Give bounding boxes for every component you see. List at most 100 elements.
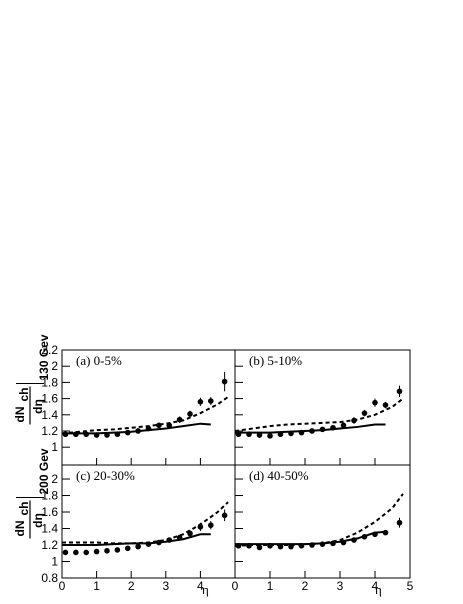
y-label-subscript: ch [17, 387, 31, 401]
data-point [330, 540, 336, 547]
x-axis-label: η [202, 582, 209, 597]
data-point [221, 512, 228, 519]
data-point [277, 543, 284, 550]
y-label-subscript: ch [17, 501, 31, 515]
plot-frame [234, 464, 411, 579]
data-point [62, 431, 69, 438]
x-tick-label: 0 [232, 579, 239, 593]
y-tick-label: 1.4 [41, 522, 58, 536]
dashed-line [234, 397, 404, 432]
data-point [156, 539, 162, 546]
data-point [197, 399, 204, 405]
data-point [207, 522, 214, 529]
data-point [73, 431, 79, 438]
data-point [267, 543, 273, 549]
x-tick-label: 1 [93, 579, 100, 593]
data-point [114, 547, 121, 553]
data-point [396, 388, 403, 395]
y-label-energy: 130 Gev [37, 334, 51, 380]
x-tick-label: 5 [407, 579, 414, 593]
data-point [104, 432, 110, 438]
y-tick-label: 1.2 [41, 538, 58, 552]
x-tick-label: 4 [372, 579, 379, 593]
data-point [340, 539, 347, 546]
dashed-line [62, 501, 229, 545]
y-label-denominator: dη [31, 399, 45, 414]
panel-label: (c) 20-30% [76, 468, 135, 483]
data-point [361, 410, 368, 416]
panel-label: (d) 40-50% [249, 468, 309, 483]
data-point [176, 534, 183, 541]
data-point [309, 542, 315, 548]
x-tick-label: 3 [162, 579, 169, 593]
x-tick-label: 2 [302, 579, 309, 593]
panel-label: (a) 0-5% [76, 353, 122, 368]
data-point [114, 431, 121, 438]
x-tick-label: 1 [267, 579, 274, 593]
data-point [62, 549, 69, 556]
y-tick-label: 1 [51, 555, 58, 569]
data-point [235, 543, 242, 549]
data-point [93, 432, 100, 438]
data-point [256, 432, 263, 438]
data-point [351, 537, 357, 543]
data-point [207, 398, 214, 404]
data-point [197, 524, 204, 530]
y-tick-label: 1.8 [41, 375, 58, 389]
data-point [221, 378, 228, 385]
data-point [372, 399, 378, 406]
y-tick-label: 1.6 [41, 392, 58, 406]
x-tick-label: 3 [337, 579, 344, 593]
data-point [298, 543, 305, 549]
data-point [340, 422, 347, 429]
y-tick-label: 0.8 [41, 571, 58, 585]
y-tick-label: 1.2 [41, 424, 58, 438]
data-point [288, 543, 294, 550]
data-point [156, 422, 162, 429]
data-point [351, 417, 357, 424]
data-point [135, 428, 141, 434]
data-point [288, 430, 294, 437]
x-axis-label: η [375, 582, 382, 597]
data-point [246, 431, 252, 438]
data-point [396, 519, 403, 526]
y-tick-label: 1 [51, 440, 58, 454]
data-point [166, 422, 173, 429]
data-point [176, 416, 183, 423]
y-tick-label: 1.6 [41, 505, 58, 519]
data-point [372, 531, 378, 538]
y-tick-label: 1.4 [41, 408, 58, 422]
data-point [246, 543, 252, 549]
data-point [166, 537, 173, 543]
data-point [235, 431, 242, 438]
data-point [256, 544, 263, 551]
data-point [145, 425, 152, 432]
data-point [145, 541, 152, 547]
data-point [382, 402, 389, 408]
y-tick-label: 2 [51, 359, 58, 373]
data-point [83, 431, 90, 438]
x-tick-label: 4 [197, 579, 204, 593]
dashed-line [61, 396, 229, 435]
y-label-denominator: dη [31, 513, 45, 528]
x-tick-label: 0 [59, 579, 66, 593]
data-point [73, 549, 79, 556]
dashed-line [234, 493, 404, 547]
data-point [330, 424, 336, 431]
y-tick-label: 2 [51, 472, 58, 486]
data-point [187, 530, 193, 537]
data-point [361, 533, 368, 540]
y-tick-label: 1.8 [41, 489, 58, 503]
data-point [187, 411, 193, 417]
data-point [135, 543, 141, 550]
y-label-numerator: dN [13, 407, 27, 423]
data-point [277, 431, 284, 438]
data-point [319, 426, 326, 433]
data-point [267, 433, 273, 439]
data-point [124, 429, 131, 436]
data-point [298, 429, 305, 436]
